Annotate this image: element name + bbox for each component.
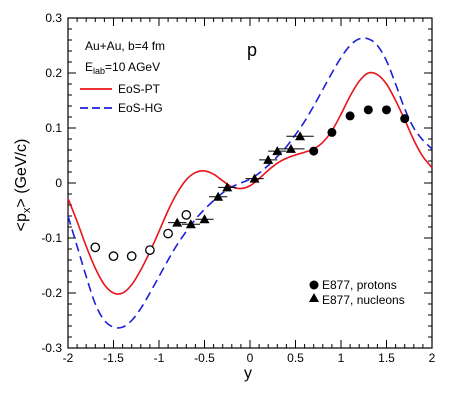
data-point-nucleon (199, 214, 210, 224)
data-point-proton (327, 127, 337, 137)
particle-label: p (247, 40, 257, 60)
data-point-proton (400, 114, 410, 124)
series-line-eos-hg (67, 37, 433, 329)
x-tick-label: 1 (338, 351, 345, 365)
data-point-proton (345, 111, 355, 121)
legend-label-eos-pt: EoS-PT (118, 82, 161, 96)
data-point-reflected (145, 245, 155, 255)
x-tick-label: -1 (154, 351, 165, 365)
energy-annotation: Elab=10 AGeV (85, 60, 160, 76)
data-point-nucleon (185, 219, 196, 229)
data-point-nucleon (222, 182, 233, 192)
x-tick-label: -2 (63, 351, 74, 365)
model-curves (67, 37, 433, 329)
data-point-nucleon (285, 143, 296, 153)
x-tick-label: 0.5 (287, 351, 304, 365)
legend-marker-nucleons (309, 293, 319, 302)
system-annotation: Au+Au, b=4 fm (85, 39, 165, 53)
data-point-reflected (108, 251, 119, 261)
y-tick-label: -0.3 (41, 341, 62, 355)
data-point-reflected (181, 210, 192, 220)
y-tick-label: 0.3 (45, 11, 62, 25)
data-point-nucleon (263, 154, 274, 164)
y-tick-label: 0 (55, 176, 62, 190)
data-point-nucleon (272, 146, 283, 156)
data-point-nucleon (213, 191, 224, 201)
x-axis-label: y (244, 365, 252, 382)
legend-label-nucleons: E877, nucleons (322, 293, 405, 307)
x-tick-label: 1.5 (378, 351, 395, 365)
data-point-proton (309, 146, 319, 156)
data-point-reflected (163, 228, 173, 239)
y-tick-label: -0.2 (41, 286, 62, 300)
data-point-reflected (90, 242, 101, 253)
data-point-nucleon (249, 173, 260, 183)
x-tick-label: 2 (429, 351, 436, 365)
legend-label-protons: E877, protons (322, 278, 397, 292)
data-point-nucleon (172, 217, 183, 227)
legend-marker-protons (309, 280, 319, 290)
y-tick-label: 0.1 (45, 121, 62, 135)
x-tick-label: -1.5 (103, 351, 124, 365)
legend-lines: EoS-PT EoS-HG (80, 82, 163, 115)
data-point-reflected (126, 251, 137, 261)
x-tick-label: -0.5 (194, 351, 215, 365)
legend-markers: E877, protons E877, nucleons (309, 278, 405, 307)
y-tick-label: 0.2 (45, 66, 62, 80)
data-point-nucleon (295, 131, 306, 141)
data-point-proton (382, 105, 391, 115)
series-line-eos-pt (67, 71, 433, 295)
legend-label-eos-hg: EoS-HG (118, 101, 163, 115)
x-tick-label: 0 (247, 351, 254, 365)
data-markers (90, 105, 410, 261)
y-axis-label: <px> (GeV/c) (13, 139, 33, 232)
y-tick-label: -0.1 (41, 231, 62, 245)
data-point-proton (363, 105, 373, 115)
